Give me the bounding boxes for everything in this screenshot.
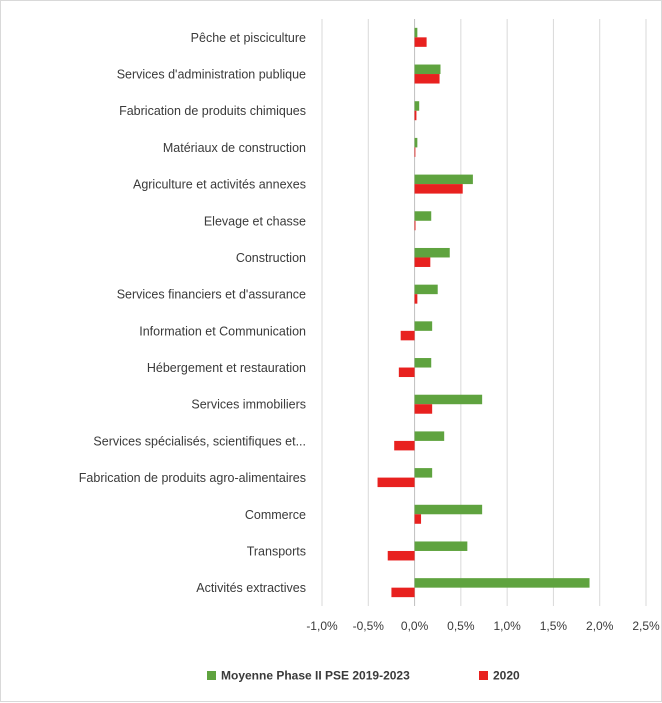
category-label: Pêche et pisciculture [191,31,306,45]
x-tick-label: 2,0% [586,619,614,633]
category-label: Construction [236,251,306,265]
category-label: Activités extractives [196,581,306,595]
category-label: Elevage et chasse [204,214,306,228]
x-tick-label: -1,0% [306,619,338,633]
bar-2020 [391,587,415,598]
bar-moyenne [414,284,438,295]
legend-swatch [207,671,216,680]
bar-2020 [414,220,416,231]
bar-moyenne [414,541,468,551]
x-tick-label: -0,5% [353,619,385,633]
bar-moyenne [414,64,441,75]
category-label: Services financiers et d'assurance [117,288,306,302]
bar-moyenne [414,174,473,185]
category-label: Commerce [245,508,306,522]
bar-moyenne [414,247,450,258]
bar-2020 [398,367,415,378]
category-label: Fabrication de produits chimiques [119,104,306,118]
bar-2020 [387,550,415,561]
bar-2020 [377,477,415,488]
bar-moyenne [414,137,418,148]
category-label: Agriculture et activités annexes [133,178,306,192]
bar-2020 [414,37,427,47]
x-tick-label: 1,5% [540,619,568,633]
legend-swatch [479,671,488,680]
bar-moyenne [414,431,445,441]
category-label: Hébergement et restauration [147,361,306,375]
bar-moyenne [414,358,432,368]
x-tick-label: 1,0% [493,619,521,633]
bar-2020 [414,404,433,414]
bar-2020 [414,147,416,157]
category-label: Matériaux de construction [163,141,306,155]
category-label: Services immobiliers [191,398,306,412]
legend-label: 2020 [493,669,520,683]
category-label: Information et Communication [139,324,306,338]
bar-2020 [400,330,415,341]
bar-moyenne [414,468,433,478]
bar-moyenne [414,394,483,405]
bar-2020 [414,257,431,267]
category-label: Services spécialisés, scientifiques et..… [93,434,306,448]
bar-moyenne [414,101,420,111]
category-label: Fabrication de produits agro-alimentaire… [79,471,306,485]
bar-2020 [414,184,463,194]
bar-2020 [414,74,440,84]
bar-2020 [414,110,417,121]
bar-moyenne [414,504,483,515]
bar-moyenne [414,321,433,331]
category-label: Transports [247,544,306,558]
x-tick-label: 0,0% [401,619,429,633]
bar-2020 [394,440,415,451]
legend-label: Moyenne Phase II PSE 2019-2023 [221,669,410,683]
category-label: Services d'administration publique [117,68,306,82]
x-tick-label: 0,5% [447,619,475,633]
bar-moyenne [414,578,590,588]
bar-moyenne [414,27,418,38]
bar-moyenne [414,211,432,221]
bar-2020 [414,514,422,524]
x-tick-label: 2,5% [632,619,660,633]
bar-2020 [414,294,418,304]
